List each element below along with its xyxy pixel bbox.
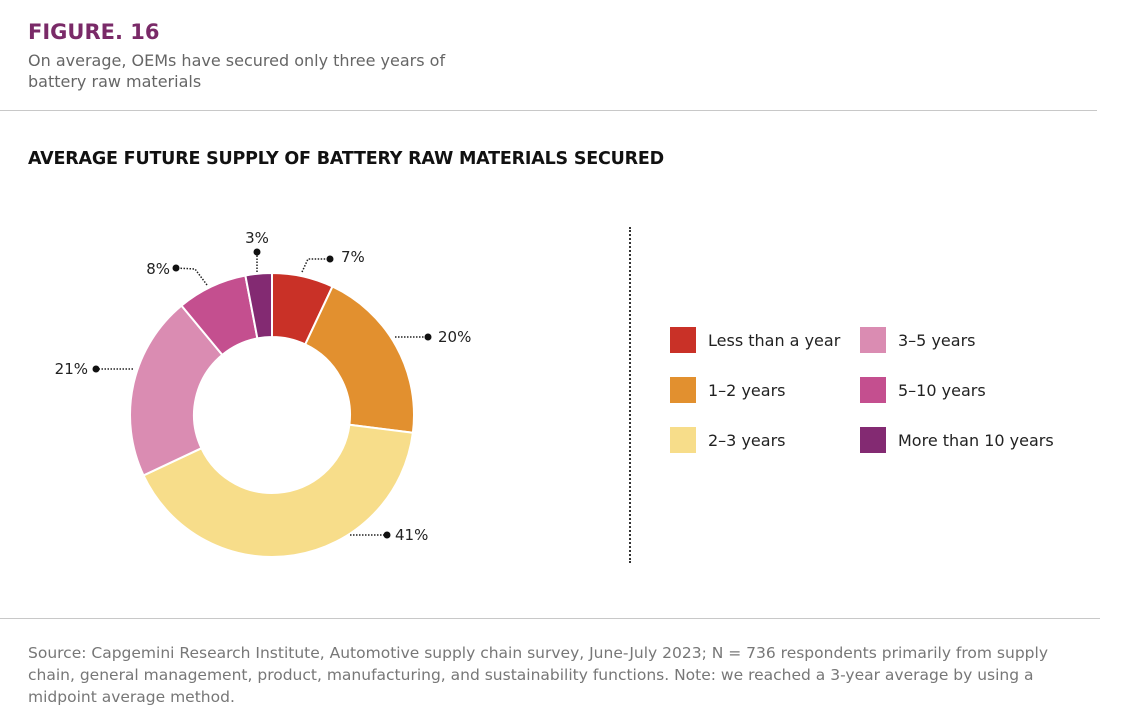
legend-label: 2–3 years <box>708 430 786 450</box>
legend-item: 3–5 years <box>860 327 975 353</box>
divider-bottom <box>0 618 1100 619</box>
data-label: 41% <box>395 526 428 544</box>
source-note: Source: Capgemini Research Institute, Au… <box>28 644 1048 706</box>
figure-label: FIGURE. 16 <box>28 20 160 44</box>
donut-chart: 7% 20% 41% 21% 8% 3% <box>55 229 471 558</box>
data-label: 8% <box>146 260 170 278</box>
donut-slice <box>303 285 415 434</box>
donut-slice <box>142 423 414 558</box>
divider-vertical <box>629 227 631 563</box>
data-label: 7% <box>341 248 365 266</box>
legend-swatch <box>670 327 696 353</box>
leader-dot <box>383 531 391 539</box>
figure-subtitle: On average, OEMs have secured only three… <box>28 51 446 91</box>
donut-slice <box>129 304 224 477</box>
leader-dot <box>92 365 100 373</box>
legend-item: Less than a year <box>670 327 840 353</box>
legend-swatch <box>860 377 886 403</box>
legend-label: 3–5 years <box>898 330 976 350</box>
data-label: 21% <box>55 360 88 378</box>
legend-swatch <box>860 427 886 453</box>
leader-line <box>175 267 208 286</box>
legend-item: 2–3 years <box>670 427 785 453</box>
donut-slice <box>244 271 273 340</box>
leader-line <box>301 258 330 273</box>
leader-dot <box>326 255 334 263</box>
legend-label: Less than a year <box>708 330 841 350</box>
legend-label: 5–10 years <box>898 380 986 400</box>
legend-item: More than 10 years <box>860 427 1054 453</box>
leader-dot <box>424 333 432 341</box>
legend-swatch <box>670 377 696 403</box>
leader-dot <box>253 248 261 256</box>
leader-dot <box>172 264 180 272</box>
legend-label: More than 10 years <box>898 430 1054 450</box>
legend-swatch <box>670 427 696 453</box>
legend-label: 1–2 years <box>708 380 786 400</box>
legend-item: 5–10 years <box>860 377 986 403</box>
divider-top <box>0 110 1097 111</box>
chart-title: AVERAGE FUTURE SUPPLY OF BATTERY RAW MAT… <box>28 149 664 169</box>
legend-item: 1–2 years <box>670 377 785 403</box>
data-label: 3% <box>245 229 269 247</box>
legend-swatch <box>860 327 886 353</box>
data-label: 20% <box>438 328 471 346</box>
